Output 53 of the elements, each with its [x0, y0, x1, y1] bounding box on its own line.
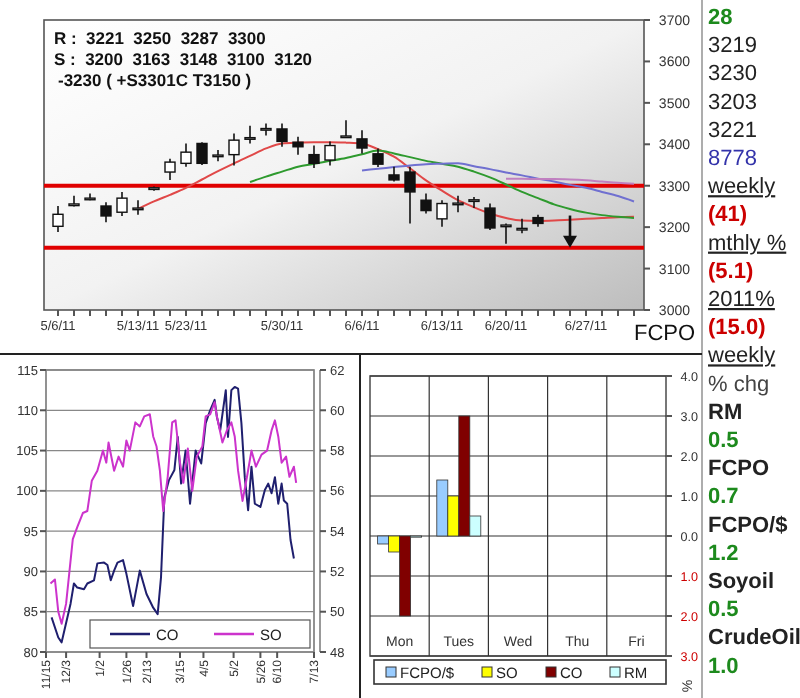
- text: 0.5: [708, 429, 739, 453]
- text: Soyoil: [708, 570, 775, 594]
- candlestick: [404, 165, 416, 225]
- text: FCPO: [708, 457, 770, 482]
- text: 3230: [708, 62, 757, 87]
- candlestick: [164, 157, 176, 181]
- text: mthly %: [708, 231, 787, 256]
- candlestick: [484, 202, 496, 231]
- line-series: [361, 162, 635, 203]
- candlestick: [260, 122, 272, 137]
- text: CrudeOil: [708, 626, 800, 651]
- text: 28: [708, 6, 733, 30]
- candlestick: [436, 199, 448, 228]
- annotation: R : 3221 3250 3287 3300: [54, 28, 267, 48]
- candlestick: [356, 129, 368, 155]
- text: 3219: [708, 34, 757, 59]
- text: 1.0: [708, 654, 739, 679]
- candlestick: [100, 201, 112, 223]
- candlestick: [276, 122, 288, 148]
- candlestick: [292, 136, 304, 156]
- candlestick: [196, 141, 208, 166]
- y-axis-title: FCPO: [634, 322, 696, 346]
- candlestick: [180, 142, 192, 168]
- candlestick: [452, 194, 464, 214]
- text: 0.7: [708, 485, 739, 510]
- text: 3221: [708, 118, 757, 143]
- candlestick: [132, 199, 144, 216]
- candlestick: [52, 205, 64, 233]
- text: % chg: [708, 372, 770, 397]
- candlestick: [420, 192, 432, 215]
- candlestick: [516, 218, 528, 235]
- text: (15.0): [708, 316, 767, 341]
- candlestick: [308, 144, 320, 169]
- text: 3203: [708, 90, 757, 115]
- candlestick: [228, 132, 240, 167]
- candlestick: [500, 222, 512, 245]
- text: 2011%: [708, 288, 776, 312]
- text: weekly: [706, 175, 777, 200]
- candlestick: [244, 124, 256, 145]
- text: RM: [708, 400, 743, 425]
- annotation: -3230 ( +S3301C T3150 ): [58, 70, 252, 90]
- candlestick: [324, 140, 336, 167]
- text: (5.1): [708, 259, 754, 284]
- text: weekly: [706, 344, 777, 369]
- text: FCPO/$: [708, 513, 788, 538]
- text: 8778: [708, 147, 757, 171]
- candlestick: [372, 147, 384, 168]
- annotation: S : 3200 3163 3148 3100 3120: [54, 49, 313, 69]
- text: (41): [708, 203, 748, 228]
- candlestick: [116, 191, 128, 217]
- text: 0.5: [708, 598, 739, 623]
- candlestick: [340, 119, 352, 139]
- text: 1.2: [708, 541, 739, 566]
